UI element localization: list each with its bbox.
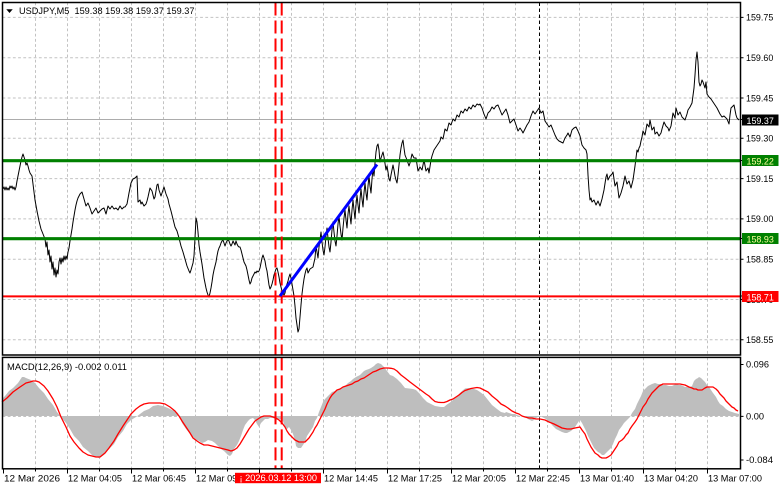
svg-text:12 Mar 04:05: 12 Mar 04:05 xyxy=(68,474,122,485)
svg-text:159.75: 159.75 xyxy=(746,13,773,24)
svg-text:0.00: 0.00 xyxy=(746,411,764,422)
svg-text:159.60: 159.60 xyxy=(746,53,773,64)
svg-text:158.71: 158.71 xyxy=(747,292,774,303)
svg-text:158.85: 158.85 xyxy=(746,255,773,266)
svg-text:158.55: 158.55 xyxy=(746,335,773,346)
svg-text:-0.084: -0.084 xyxy=(746,455,773,466)
svg-text:12 Mar 14:45: 12 Mar 14:45 xyxy=(324,474,378,485)
svg-text:12 Mar 2026: 12 Mar 2026 xyxy=(4,474,60,485)
svg-text:159.37: 159.37 xyxy=(747,116,774,127)
svg-text:13 Mar 07:00: 13 Mar 07:00 xyxy=(708,474,762,485)
svg-text:13 Mar 01:40: 13 Mar 01:40 xyxy=(580,474,634,485)
svg-text:13 Mar 04:20: 13 Mar 04:20 xyxy=(644,474,698,485)
svg-text:USDJPY,M5 159.38 159.38 159.3: USDJPY,M5 159.38 159.38 159.37 159.37 xyxy=(19,6,195,17)
svg-text:0.096: 0.096 xyxy=(746,359,769,370)
svg-text:159.30: 159.30 xyxy=(746,134,773,145)
svg-text:12 Mar 06:45: 12 Mar 06:45 xyxy=(132,474,186,485)
svg-text:12 Mar 17:25: 12 Mar 17:25 xyxy=(388,474,442,485)
svg-text:159.22: 159.22 xyxy=(747,156,774,167)
svg-text:159.45: 159.45 xyxy=(746,93,773,104)
svg-text:158.93: 158.93 xyxy=(747,234,774,245)
svg-text:159.15: 159.15 xyxy=(746,174,773,185)
svg-text:159.00: 159.00 xyxy=(746,214,773,225)
svg-text:¡ 2026.03.12 13:00: ¡ 2026.03.12 13:00 xyxy=(240,473,318,484)
svg-text:MACD(12,26,9) -0.002 0.011: MACD(12,26,9) -0.002 0.011 xyxy=(7,362,127,373)
svg-text:12 Mar 22:45: 12 Mar 22:45 xyxy=(516,474,570,485)
svg-text:12 Mar 09:25: 12 Mar 09:25 xyxy=(196,474,250,485)
svg-text:12 Mar 20:05: 12 Mar 20:05 xyxy=(452,474,506,485)
